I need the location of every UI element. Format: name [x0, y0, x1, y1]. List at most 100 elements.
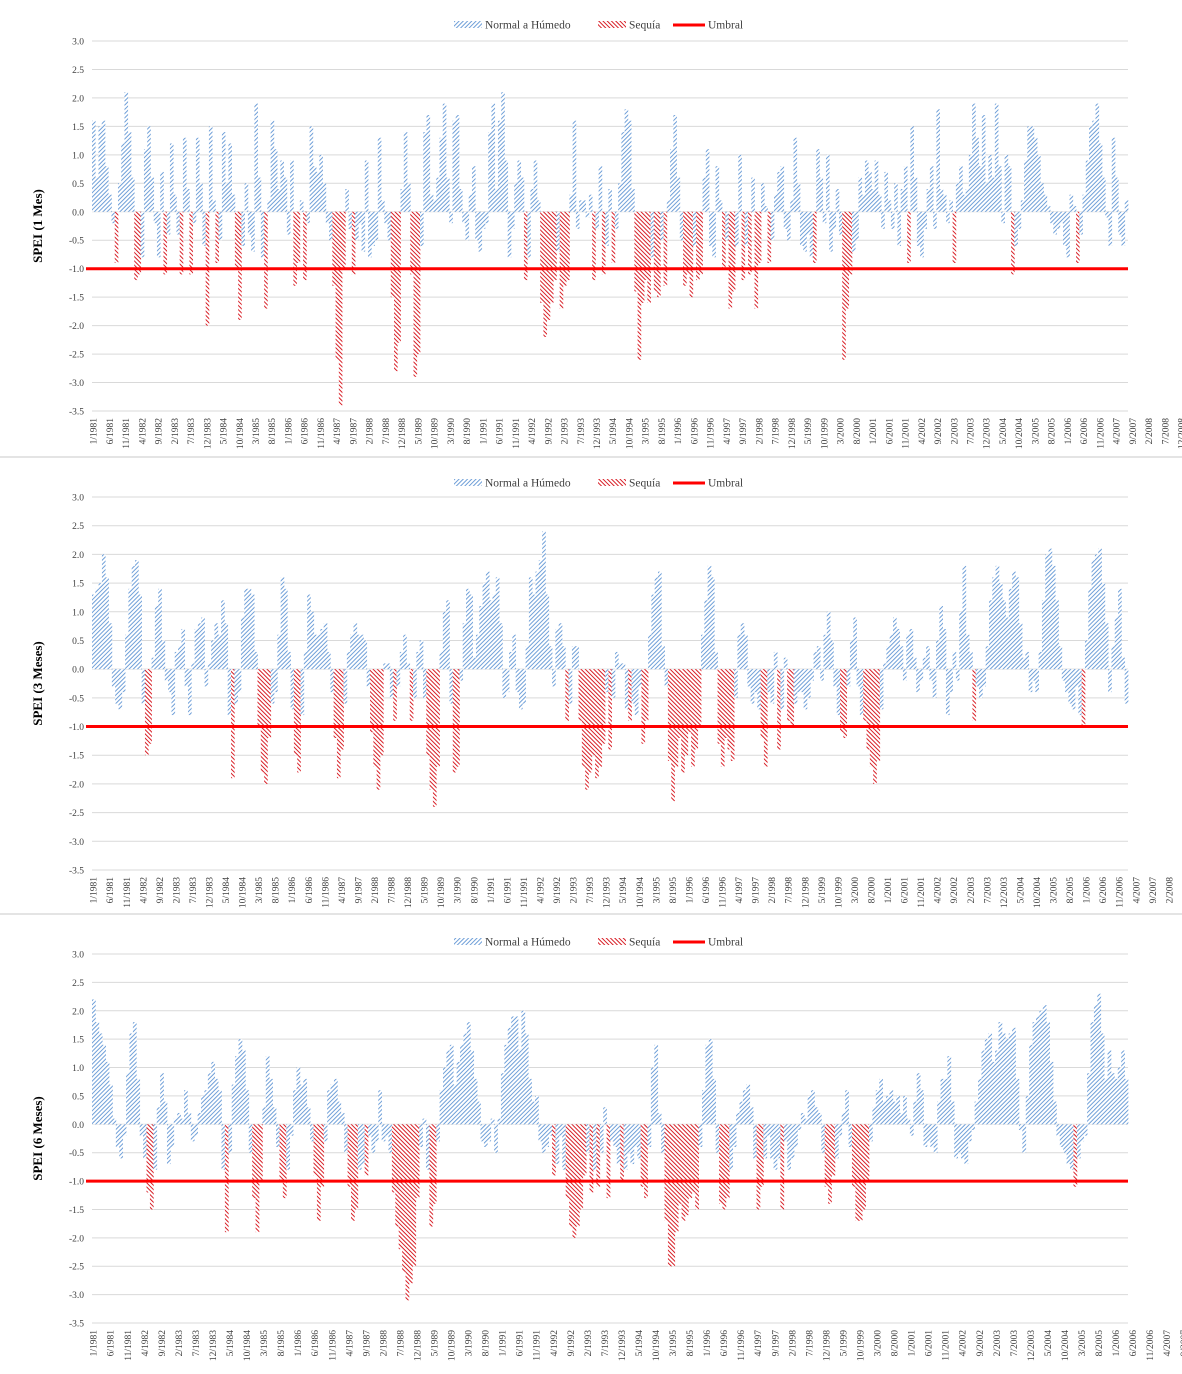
wet-bar [366, 669, 371, 687]
wet-bar [562, 646, 566, 670]
legend-label-threshold: Umbral [708, 937, 743, 949]
wet-bar [124, 92, 129, 212]
wet-bar [1024, 160, 1028, 212]
wet-bar [306, 211, 310, 224]
wet-bar [528, 1078, 532, 1125]
wet-bar [389, 669, 394, 698]
wet-bar [330, 1084, 335, 1125]
wet-bar [903, 1095, 907, 1125]
y-tick-label: -2.0 [69, 1234, 84, 1244]
drought-bar [696, 211, 700, 281]
drought-bar [677, 669, 682, 739]
wet-bar [323, 623, 328, 670]
x-tick-label: 4/1992 [528, 418, 538, 445]
x-tick-label: 11/1981 [124, 1330, 134, 1361]
x-tick-label: 7/1988 [388, 877, 398, 904]
chart-panel-1: 3.0 2.5 2.0 1.5 1.0 0.5 0.0 -0.5 -1.0 -1.5 -2.0 -2.… [0, 0, 1182, 456]
wet-bar [436, 177, 440, 212]
wet-bar [419, 640, 424, 670]
x-tick-label: 11/2001 [902, 418, 912, 449]
wet-bar [1043, 194, 1048, 212]
wet-bar [1121, 657, 1126, 670]
wet-bar [1053, 1101, 1057, 1125]
wet-bar [197, 623, 202, 670]
wet-bar [892, 617, 897, 670]
drought-bar [452, 669, 457, 773]
y-tick-label: 2.5 [72, 522, 84, 532]
wet-bar [899, 1112, 904, 1125]
wet-bar [514, 183, 518, 212]
wet-bar [942, 628, 947, 670]
drought-bar [601, 669, 606, 744]
wet-bar [1110, 1073, 1115, 1125]
wet-bar [605, 211, 609, 246]
wet-bar [774, 194, 778, 212]
y-tick-label: -1.5 [69, 294, 84, 304]
wet-bar [603, 1107, 607, 1125]
x-tick-label: 7/1993 [586, 877, 596, 904]
x-tick-label: 8/2005 [1095, 1330, 1105, 1357]
wet-bar [1111, 137, 1116, 212]
x-tick-label: 3/1990 [465, 1330, 475, 1357]
x-tick-label: 6/1981 [107, 1330, 117, 1357]
x-tick-label: 5/1984 [220, 418, 230, 445]
wet-bar [329, 211, 333, 241]
drought-bar [691, 669, 695, 767]
x-tick-label: 5/1999 [804, 418, 814, 445]
wet-bar [816, 646, 821, 670]
wet-bar [453, 1084, 457, 1125]
drought-bar [777, 669, 781, 750]
wet-bar [968, 154, 973, 212]
wet-bar [886, 1095, 890, 1125]
wet-bar [780, 669, 785, 710]
wet-bar [744, 211, 749, 246]
x-tick-label: 4/1982 [141, 1330, 151, 1357]
wet-bar [991, 1061, 996, 1125]
wet-bar [947, 1056, 952, 1125]
wet-bar [312, 166, 317, 212]
y-tick-label: 2.0 [72, 94, 84, 104]
drought-bar [876, 669, 881, 761]
x-tick-label: 9/1987 [362, 1330, 372, 1357]
x-tick-label: 4/2002 [959, 1330, 969, 1357]
wet-bar [361, 1124, 365, 1165]
drought-bar [688, 1124, 693, 1199]
wet-bar [821, 1124, 826, 1153]
wet-bar [346, 651, 351, 670]
wet-bar [270, 120, 275, 212]
x-tick-label: 11/1996 [719, 877, 729, 908]
drought-bar [394, 211, 398, 372]
drought-bar [578, 669, 583, 721]
x-tick-label: 12/1998 [801, 877, 811, 908]
wet-bar [449, 211, 453, 224]
wet-bar [126, 1073, 130, 1125]
wet-bar [538, 560, 543, 670]
wet-bar [1124, 1078, 1129, 1125]
wet-bar [1105, 211, 1109, 218]
wet-bar [770, 1124, 774, 1159]
wet-bar [102, 1044, 106, 1125]
drought-bar [456, 669, 460, 767]
wet-bar [190, 1124, 195, 1142]
wet-bar [707, 565, 712, 670]
wet-bar [569, 194, 574, 212]
drought-bar [408, 1124, 413, 1284]
wet-bar [528, 577, 533, 670]
wet-bar [624, 669, 629, 710]
x-tick-label: 2/2008 [1165, 877, 1175, 904]
x-tick-label: 6/2006 [1099, 877, 1109, 904]
drought-bar [562, 211, 567, 286]
wet-bar [708, 1039, 713, 1125]
wet-bar [1069, 194, 1074, 212]
wet-bar [806, 211, 811, 235]
wet-bar [614, 211, 619, 229]
drought-bar [647, 211, 651, 303]
wet-bar [485, 571, 490, 670]
wet-bar [766, 1124, 771, 1136]
wet-bar [299, 200, 304, 212]
wet-bar [1015, 577, 1020, 670]
panel-separator [0, 913, 1182, 915]
wet-bar [955, 669, 960, 681]
wet-bar [1035, 669, 1039, 693]
drought-bar [722, 211, 726, 269]
